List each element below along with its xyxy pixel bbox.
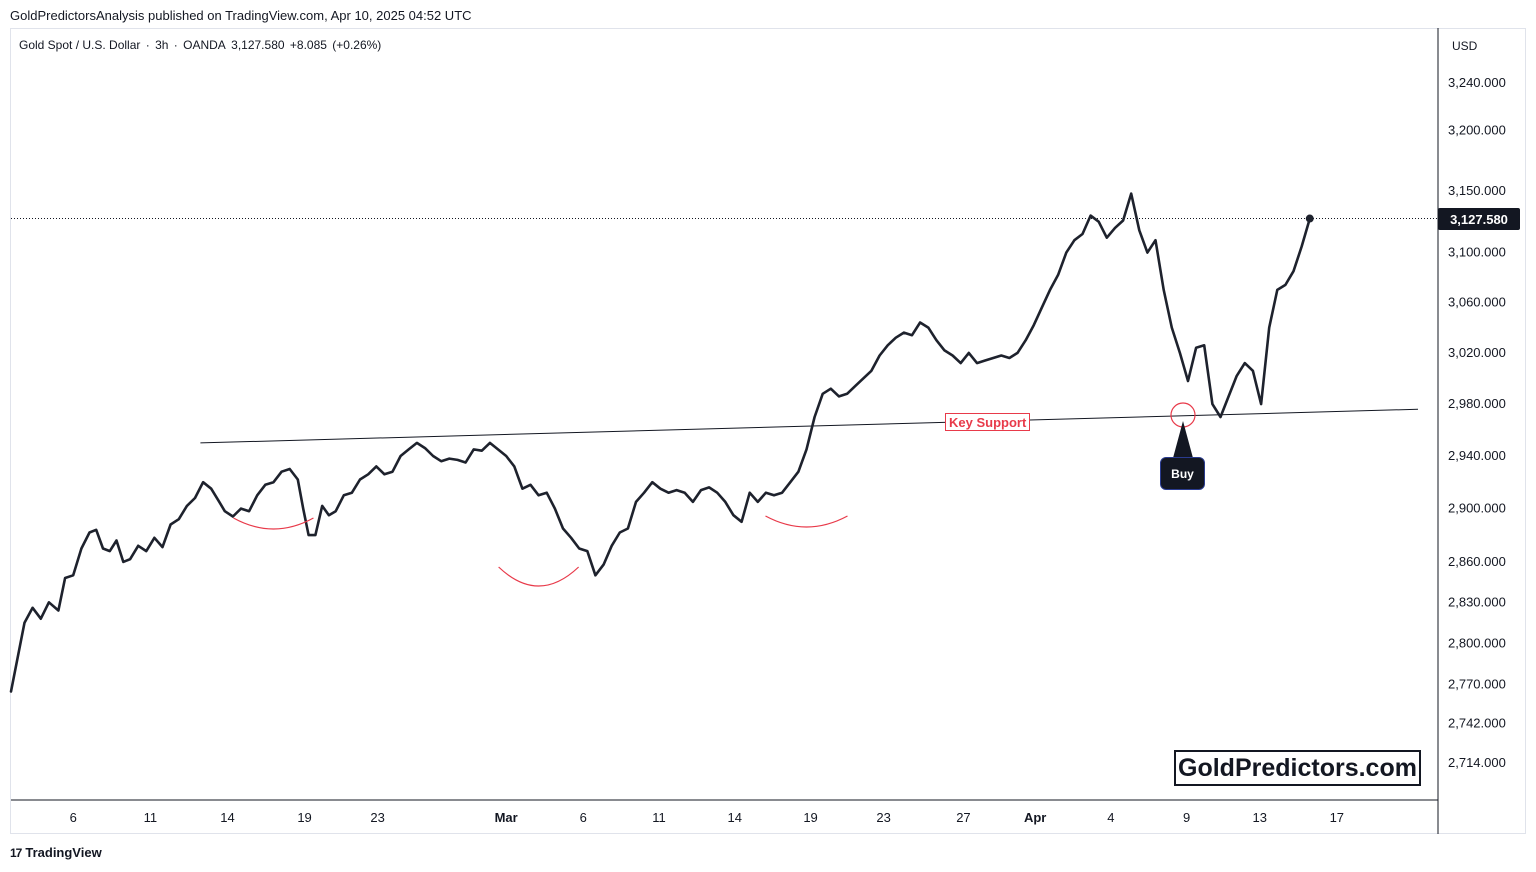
x-tick-label: Mar <box>495 810 518 825</box>
series-layer <box>9 192 1438 693</box>
head-arc <box>498 566 580 587</box>
y-tick-label: 2,860.000 <box>1448 554 1506 569</box>
symbol-last: 3,127.580 <box>231 38 285 52</box>
x-tick-label: 11 <box>652 810 666 825</box>
y-tick-label: 2,830.000 <box>1448 594 1506 609</box>
left-shoulder-arc <box>233 517 314 530</box>
symbol-name: Gold Spot / U.S. Dollar <box>19 38 141 52</box>
x-tick-label: 9 <box>1183 810 1190 825</box>
x-tick-label: 14 <box>728 810 742 825</box>
y-tick-label: 2,770.000 <box>1448 677 1506 692</box>
y-tick-label: 2,742.000 <box>1448 716 1506 731</box>
x-tick-label: 19 <box>297 810 311 825</box>
annotation-layer <box>233 402 1196 587</box>
x-tick-label: Apr <box>1024 810 1046 825</box>
x-tick-label: 19 <box>803 810 817 825</box>
y-tick-label: 3,060.000 <box>1448 294 1506 309</box>
symbol-change: +8.085 <box>289 38 327 52</box>
x-tick-label: 11 <box>144 810 158 825</box>
symbol-legend[interactable]: Gold Spot / U.S. Dollar · 3h · OANDA 3,1… <box>19 38 382 52</box>
published-header: GoldPredictorsAnalysis published on Trad… <box>10 8 472 23</box>
symbol-change-pct: (+0.26%) <box>332 38 382 52</box>
y-tick-label: 2,800.000 <box>1448 635 1506 650</box>
x-tick-label: 23 <box>876 810 890 825</box>
y-tick-label: 3,150.000 <box>1448 183 1506 198</box>
last-point-marker <box>1305 214 1314 223</box>
y-tick-label: 3,100.000 <box>1448 245 1506 260</box>
buy-pointer <box>1173 421 1193 458</box>
key-support-label: Key Support <box>945 413 1031 431</box>
tradingview-icon: 17 <box>10 845 22 860</box>
x-tick-label: 27 <box>956 810 970 825</box>
last-price-badge: 3,127.580 <box>1438 208 1520 230</box>
tradingview-brand: TradingView <box>25 845 102 860</box>
chart-frame <box>10 28 1526 834</box>
price-series-line <box>9 192 1312 693</box>
currency-label[interactable]: USD <box>1452 39 1478 53</box>
x-tick-label: 4 <box>1107 810 1114 825</box>
x-tick-label: 17 <box>1330 810 1344 825</box>
right-shoulder-arc <box>765 515 848 528</box>
symbol-exchange: OANDA <box>183 38 226 52</box>
x-tick-label: 6 <box>70 810 77 825</box>
key-support-line <box>200 408 1419 444</box>
x-tick-label: 6 <box>580 810 587 825</box>
y-tick-label: 2,900.000 <box>1448 501 1506 516</box>
symbol-interval: 3h <box>155 38 169 52</box>
tradingview-logo[interactable]: 17 TradingView <box>10 845 102 860</box>
watermark-logo: GoldPredictors.com <box>1174 750 1421 786</box>
y-tick-label: 2,980.000 <box>1448 396 1506 411</box>
x-tick-label: 23 <box>370 810 384 825</box>
x-tick-label: 13 <box>1252 810 1266 825</box>
y-tick-label: 3,020.000 <box>1448 345 1506 360</box>
y-tick-label: 2,940.000 <box>1448 448 1506 463</box>
buy-signal-label: Buy <box>1160 457 1205 490</box>
y-tick-label: 2,714.000 <box>1448 755 1506 770</box>
y-tick-label: 3,200.000 <box>1448 123 1506 138</box>
x-tick-label: 14 <box>220 810 234 825</box>
y-tick-label: 3,240.000 <box>1448 75 1506 90</box>
axes-layer: 3,240.000 3,200.000 3,150.000 3,100.000 3,06… <box>11 28 1506 834</box>
